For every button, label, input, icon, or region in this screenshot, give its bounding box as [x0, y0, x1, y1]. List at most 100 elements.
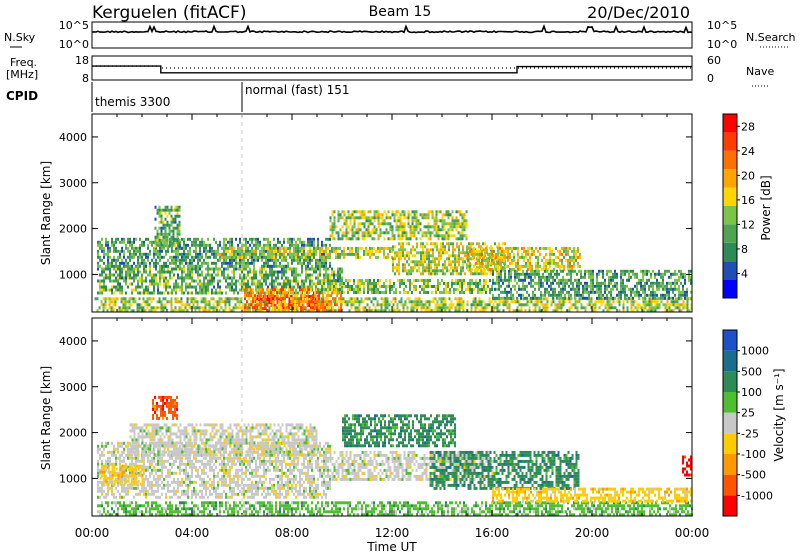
heatmap-cell [430, 260, 432, 264]
heatmap-cell [327, 246, 329, 250]
heatmap-cell [335, 231, 338, 235]
heatmap-cell [512, 300, 515, 304]
heatmap-cell [187, 270, 189, 274]
heatmap-cell [656, 300, 659, 304]
heatmap-cell [542, 297, 545, 301]
heatmap-cell [416, 245, 418, 249]
heatmap-cell [117, 258, 119, 262]
heatmap-cell [480, 300, 483, 304]
heatmap-cell [396, 306, 399, 310]
heatmap-cell [305, 270, 307, 274]
heatmap-cell [523, 249, 525, 253]
heatmap-cell [145, 261, 147, 265]
heatmap-cell [514, 278, 516, 282]
heatmap-cell [676, 281, 678, 285]
heatmap-cell [491, 249, 493, 253]
heatmap-cell [549, 261, 551, 265]
heatmap-cell [147, 255, 149, 259]
heatmap-cell [185, 282, 187, 286]
heatmap-cell [514, 284, 516, 288]
heatmap-cell [353, 291, 355, 294]
heatmap-cell [116, 297, 119, 301]
heatmap-cell [236, 300, 239, 304]
heatmap-cell [261, 282, 263, 286]
heatmap-cell [302, 309, 304, 313]
heatmap-cell [545, 246, 547, 250]
heatmap-cell [501, 255, 503, 259]
heatmap-cell [237, 249, 239, 253]
heatmap-cell [402, 309, 405, 313]
heatmap-cell [117, 267, 119, 271]
heatmap-cell [674, 293, 676, 297]
heatmap-cell [402, 242, 404, 246]
heatmap-cell [548, 293, 550, 297]
heatmap-cell [231, 258, 233, 262]
heatmap-cell [219, 291, 221, 295]
heatmap-cell [323, 273, 325, 277]
heatmap-cell [389, 291, 391, 294]
heatmap-cell [462, 306, 465, 310]
heatmap-cell [449, 234, 452, 238]
heatmap-cell [456, 300, 459, 304]
heatmap-cell [221, 291, 223, 295]
heatmap-cell [183, 270, 185, 274]
heatmap-cell [171, 291, 173, 295]
heatmap-cell [361, 237, 364, 241]
heatmap-cell [337, 216, 340, 220]
heatmap-cell [596, 281, 598, 285]
heatmap-cell [492, 303, 495, 307]
heatmap-cell [223, 246, 225, 250]
heatmap-cell [381, 231, 384, 235]
heatmap-cell [257, 258, 259, 262]
heatmap-cell [379, 234, 382, 238]
heatmap-cell [257, 285, 259, 289]
heatmap-cell [566, 290, 568, 294]
heatmap-cell [413, 219, 416, 223]
heatmap-cell [357, 279, 359, 282]
heatmap-cell [319, 252, 321, 256]
heatmap-cell [247, 273, 249, 277]
heatmap-cell [164, 297, 167, 301]
heatmap-cell [431, 285, 433, 288]
heatmap-cell [177, 252, 179, 256]
heatmap-cell [215, 240, 217, 244]
heatmap-cell [658, 272, 660, 276]
heatmap-cell [477, 261, 479, 265]
heatmap-cell [511, 258, 513, 262]
heatmap-cell [233, 273, 235, 277]
heatmap-cell [421, 279, 423, 282]
heatmap-cell [226, 297, 229, 301]
heatmap-cell [173, 285, 175, 289]
heatmap-cell [341, 216, 344, 220]
heatmap-cell [373, 228, 376, 232]
heatmap-cell [196, 303, 199, 307]
heatmap-cell [321, 291, 323, 294]
heatmap-cell [327, 276, 329, 280]
heatmap-cell [461, 216, 464, 220]
heatmap-cell [612, 306, 615, 310]
heatmap-cell [674, 303, 677, 307]
heatmap-cell [309, 276, 311, 280]
heatmap-cell [636, 272, 638, 276]
heatmap-cell [545, 264, 547, 268]
heatmap-cell [99, 258, 101, 262]
heatmap-cell [103, 285, 105, 289]
heatmap-cell [174, 208, 177, 212]
heatmap-cell [199, 291, 201, 295]
heatmap-cell [340, 294, 342, 298]
heatmap-cell [562, 303, 565, 307]
heatmap-cell [357, 246, 359, 250]
heatmap-cell [533, 252, 535, 256]
heatmap-cell [666, 287, 668, 291]
heatmap-cell [211, 267, 213, 271]
heatmap-cell [175, 252, 177, 256]
heatmap-cell [327, 279, 329, 282]
heatmap-cell [398, 251, 400, 255]
heatmap-cell [574, 287, 576, 291]
heatmap-cell [428, 309, 431, 313]
heatmap-cell [523, 246, 525, 250]
heatmap-cell [289, 249, 291, 253]
heatmap-cell [291, 261, 293, 265]
heatmap-cell [321, 249, 323, 253]
heatmap-cell [307, 258, 309, 262]
